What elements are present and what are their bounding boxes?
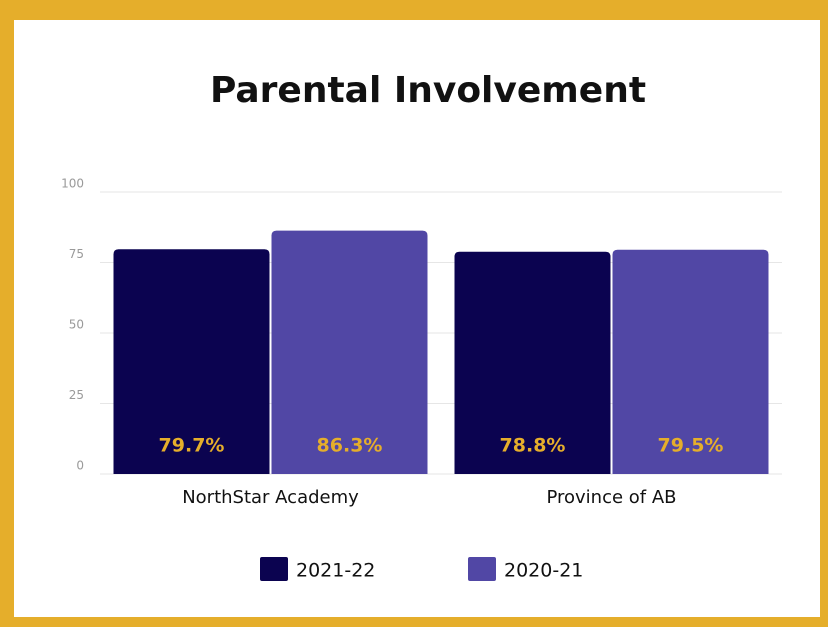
- legend-swatch: [468, 557, 496, 581]
- x-tick-label: Province of AB: [546, 487, 676, 508]
- y-tick-label: 75: [69, 247, 84, 261]
- value-label: 79.5%: [658, 435, 724, 457]
- bar: [454, 251, 611, 474]
- legend-label: 2020-21: [504, 560, 583, 582]
- value-label: 78.8%: [500, 435, 566, 457]
- x-tick-label: NorthStar Academy: [182, 487, 359, 508]
- bar: [271, 230, 428, 474]
- y-tick-label: 50: [69, 318, 84, 332]
- value-label: 86.3%: [317, 435, 383, 457]
- y-tick-label: 100: [61, 177, 84, 191]
- legend-label: 2021-22: [296, 560, 375, 582]
- y-tick-label: 25: [69, 388, 84, 402]
- chart-title: Parental Involvement: [210, 70, 646, 111]
- value-label: 79.7%: [159, 435, 225, 457]
- bar: [113, 249, 270, 474]
- bar: [612, 249, 769, 474]
- y-tick-label: 0: [76, 459, 84, 473]
- legend-swatch: [260, 557, 288, 581]
